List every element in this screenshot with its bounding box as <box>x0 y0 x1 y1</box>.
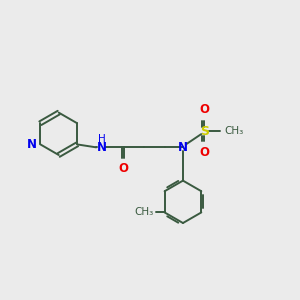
Text: O: O <box>118 162 129 175</box>
Text: O: O <box>199 103 209 116</box>
Text: O: O <box>199 146 209 160</box>
Text: N: N <box>97 141 106 154</box>
Text: N: N <box>178 141 188 154</box>
Text: N: N <box>27 138 37 151</box>
Text: H: H <box>98 134 106 144</box>
Text: CH₃: CH₃ <box>134 207 153 218</box>
Text: S: S <box>200 125 209 138</box>
Text: CH₃: CH₃ <box>225 126 244 136</box>
